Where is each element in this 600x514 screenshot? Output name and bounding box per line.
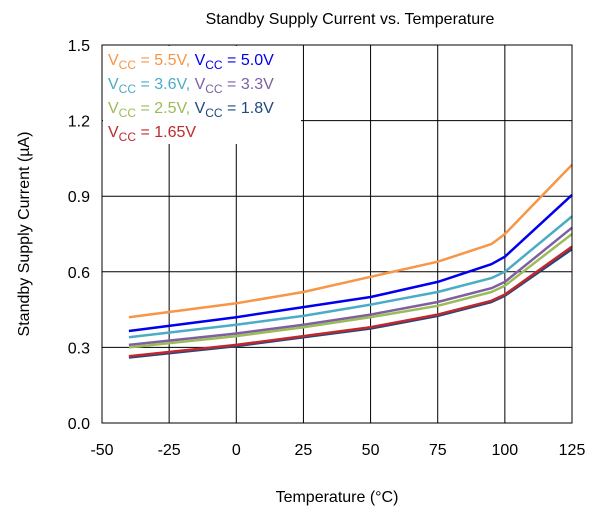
x-tick-label: 0: [232, 442, 241, 459]
legend-row: VCC = 3.6V, VCC = 3.3V: [108, 76, 274, 96]
plot-area-border: [101, 44, 573, 424]
legend-entry-subscript: CC: [205, 106, 223, 120]
legend-entry-value: = 5.0V: [223, 52, 274, 69]
legend-entry-subscript: CC: [119, 58, 137, 72]
legend-entry: V: [108, 52, 119, 69]
y-axis-label: Standby Supply Current (µA): [16, 132, 33, 337]
legend-entry-value: = 1.8V: [223, 100, 274, 117]
series-lines: [128, 163, 573, 359]
y-tick-label: 0.0: [68, 416, 90, 433]
legend-entry-subscript: CC: [205, 58, 223, 72]
x-tick-labels: -50 -25 0 25 50 75 100 125: [90, 442, 585, 459]
x-tick-label: 25: [295, 442, 313, 459]
y-tick-label: 0.3: [68, 340, 90, 357]
series-line: [128, 215, 573, 339]
series-line: [128, 163, 573, 319]
x-axis-label: Temperature (°C): [276, 489, 399, 506]
y-tick-label: 1.5: [68, 38, 90, 55]
legend-entry: V: [108, 100, 119, 117]
legend-row: VCC = 1.65V: [108, 124, 196, 144]
y-tick-labels: 0.0 0.3 0.6 0.9 1.2 1.5: [68, 38, 90, 433]
y-tick-label: 0.9: [68, 189, 90, 206]
legend-entry: V: [190, 100, 205, 117]
legend-entry: V: [190, 52, 205, 69]
legend-row: VCC = 2.5V, VCC = 1.8V: [108, 100, 274, 120]
legend-entry: V: [190, 76, 205, 93]
y-tick-label: 1.2: [68, 114, 90, 131]
legend-entry-subscript: CC: [119, 130, 137, 144]
legend-row: VCC = 5.5V, VCC = 5.0V: [108, 52, 274, 72]
legend-background: [103, 46, 301, 144]
series-line: [128, 226, 573, 347]
series-line: [128, 193, 573, 333]
series-line: [128, 233, 573, 349]
x-tick-label: -25: [158, 442, 181, 459]
legend-entry: V: [108, 76, 119, 93]
legend-entry-value: = 1.65V: [136, 124, 196, 141]
series-line: [128, 245, 573, 358]
legend-entry-value: = 3.6V,: [136, 76, 190, 93]
x-tick-label: 125: [559, 442, 586, 459]
legend-entry-value: = 2.5V,: [136, 100, 190, 117]
legend-entry-subscript: CC: [205, 82, 223, 96]
legend-entry: V: [108, 124, 119, 141]
y-tick-label: 0.6: [68, 265, 90, 282]
x-tick-label: -50: [90, 442, 113, 459]
legend-entry-value: = 3.3V: [223, 76, 274, 93]
x-tick-label: 50: [362, 442, 380, 459]
x-tick-label: 100: [492, 442, 519, 459]
legend-entry-subscript: CC: [119, 106, 137, 120]
legend-entry-value: = 5.5V,: [136, 52, 190, 69]
chart-title: Standby Supply Current vs. Temperature: [206, 11, 495, 28]
legend-entry-subscript: CC: [119, 82, 137, 96]
x-tick-label: 75: [429, 442, 447, 459]
